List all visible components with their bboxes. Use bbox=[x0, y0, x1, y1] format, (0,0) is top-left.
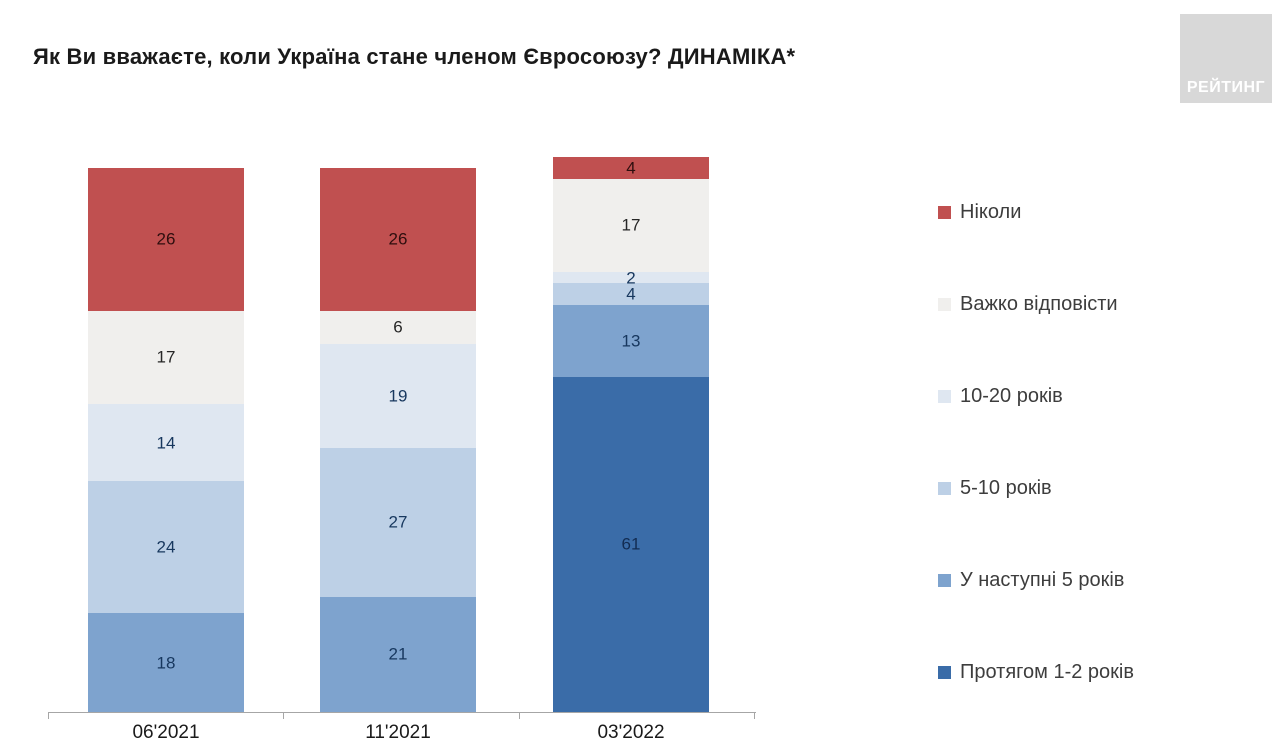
bar-segment: 24 bbox=[88, 481, 244, 613]
legend-label: Важко відповісти bbox=[960, 292, 1118, 315]
legend-swatch-icon bbox=[938, 389, 951, 403]
legend-swatch-icon bbox=[938, 205, 951, 219]
x-axis-tick bbox=[48, 712, 49, 719]
bar-segment: 26 bbox=[320, 167, 476, 311]
legend-item: Ніколи bbox=[938, 198, 1134, 226]
bar-segment: 2 bbox=[553, 268, 709, 287]
legend-item: У наступні 5 років bbox=[938, 566, 1134, 594]
legend-item: 5-10 років bbox=[938, 474, 1134, 502]
legend-item: Важко відповісти bbox=[938, 290, 1134, 318]
bar-segment-value: 21 bbox=[388, 644, 408, 664]
x-axis-label-11-2021: 11'2021 bbox=[365, 722, 431, 743]
bar-segment: 14 bbox=[88, 404, 244, 481]
x-axis-label-06-2021: 06'2021 bbox=[132, 722, 200, 743]
bar-segment-value: 6 bbox=[393, 317, 403, 337]
bar-segment: 27 bbox=[320, 448, 476, 597]
rating-logo: РЕЙТИНГ bbox=[1180, 14, 1272, 103]
legend-label: У наступні 5 років bbox=[960, 568, 1125, 591]
bar-segment: 17 bbox=[88, 310, 244, 404]
bar-segment-value: 26 bbox=[388, 229, 408, 249]
x-axis-tick bbox=[283, 712, 284, 719]
legend-label: 10-20 років bbox=[960, 384, 1063, 407]
legend-item: Протягом 1-2 років bbox=[938, 658, 1134, 686]
bar-segment: 4 bbox=[553, 156, 709, 179]
chart-title: Як Ви вважаєте, коли Україна стане члено… bbox=[33, 44, 796, 69]
x-axis-tick bbox=[519, 712, 520, 719]
bar-segment: 4 bbox=[553, 283, 709, 305]
bar-segment-value: 61 bbox=[621, 534, 641, 554]
legend-swatch-icon bbox=[938, 573, 951, 587]
legend-swatch-icon bbox=[938, 481, 951, 495]
bar-segment: 21 bbox=[320, 596, 476, 712]
x-axis-line bbox=[48, 712, 756, 713]
bar-segment: 61 bbox=[553, 376, 709, 712]
stacked-bar-06'2021: 18 24 14 17 26 bbox=[88, 167, 244, 712]
bar-segment: 26 bbox=[88, 167, 244, 311]
bar-segment-value: 18 bbox=[156, 653, 176, 672]
stacked-bar-03'2022: 61 13 4 2 17 4 bbox=[553, 156, 709, 712]
bar-segment-value: 17 bbox=[156, 347, 176, 367]
plot-area: 18 24 14 17 26 21 27 19 6 26 61 13 4 2 17 4 bbox=[88, 156, 709, 712]
bar-segment-value: 17 bbox=[621, 215, 641, 235]
x-axis-label-03-2022: 03'2022 bbox=[597, 722, 665, 743]
bar-segment-value: 13 bbox=[621, 331, 641, 351]
bar-segment: 6 bbox=[320, 310, 476, 344]
legend-label: 5-10 років bbox=[960, 476, 1052, 499]
bar-segment: 17 bbox=[553, 178, 709, 272]
bar-segment-value: 2 bbox=[626, 268, 636, 287]
stacked-bar-11'2021: 21 27 19 6 26 bbox=[320, 167, 476, 712]
bar-segment-value: 27 bbox=[388, 512, 408, 532]
bar-segment-value: 4 bbox=[626, 158, 636, 177]
legend: Ніколи Важко відповісти 10-20 років 5-10 ро… bbox=[938, 198, 1134, 686]
x-axis-tick bbox=[754, 712, 755, 719]
bar-segment-value: 14 bbox=[156, 433, 176, 452]
bar-segment-value: 24 bbox=[156, 537, 176, 557]
bar-segment-value: 19 bbox=[388, 386, 408, 406]
legend-label: Протягом 1-2 років bbox=[960, 660, 1134, 683]
rating-logo-text: РЕЙТИНГ bbox=[1186, 79, 1266, 96]
bar-segment: 13 bbox=[553, 305, 709, 377]
bar-segment-value: 26 bbox=[156, 229, 176, 249]
bar-segment: 18 bbox=[88, 613, 244, 712]
bar-segment-value: 4 bbox=[626, 284, 636, 304]
bar-segment: 19 bbox=[320, 343, 476, 448]
legend-swatch-icon bbox=[938, 297, 951, 311]
legend-label: Ніколи bbox=[960, 200, 1022, 223]
legend-swatch-icon bbox=[938, 665, 951, 679]
legend-item: 10-20 років bbox=[938, 382, 1134, 410]
